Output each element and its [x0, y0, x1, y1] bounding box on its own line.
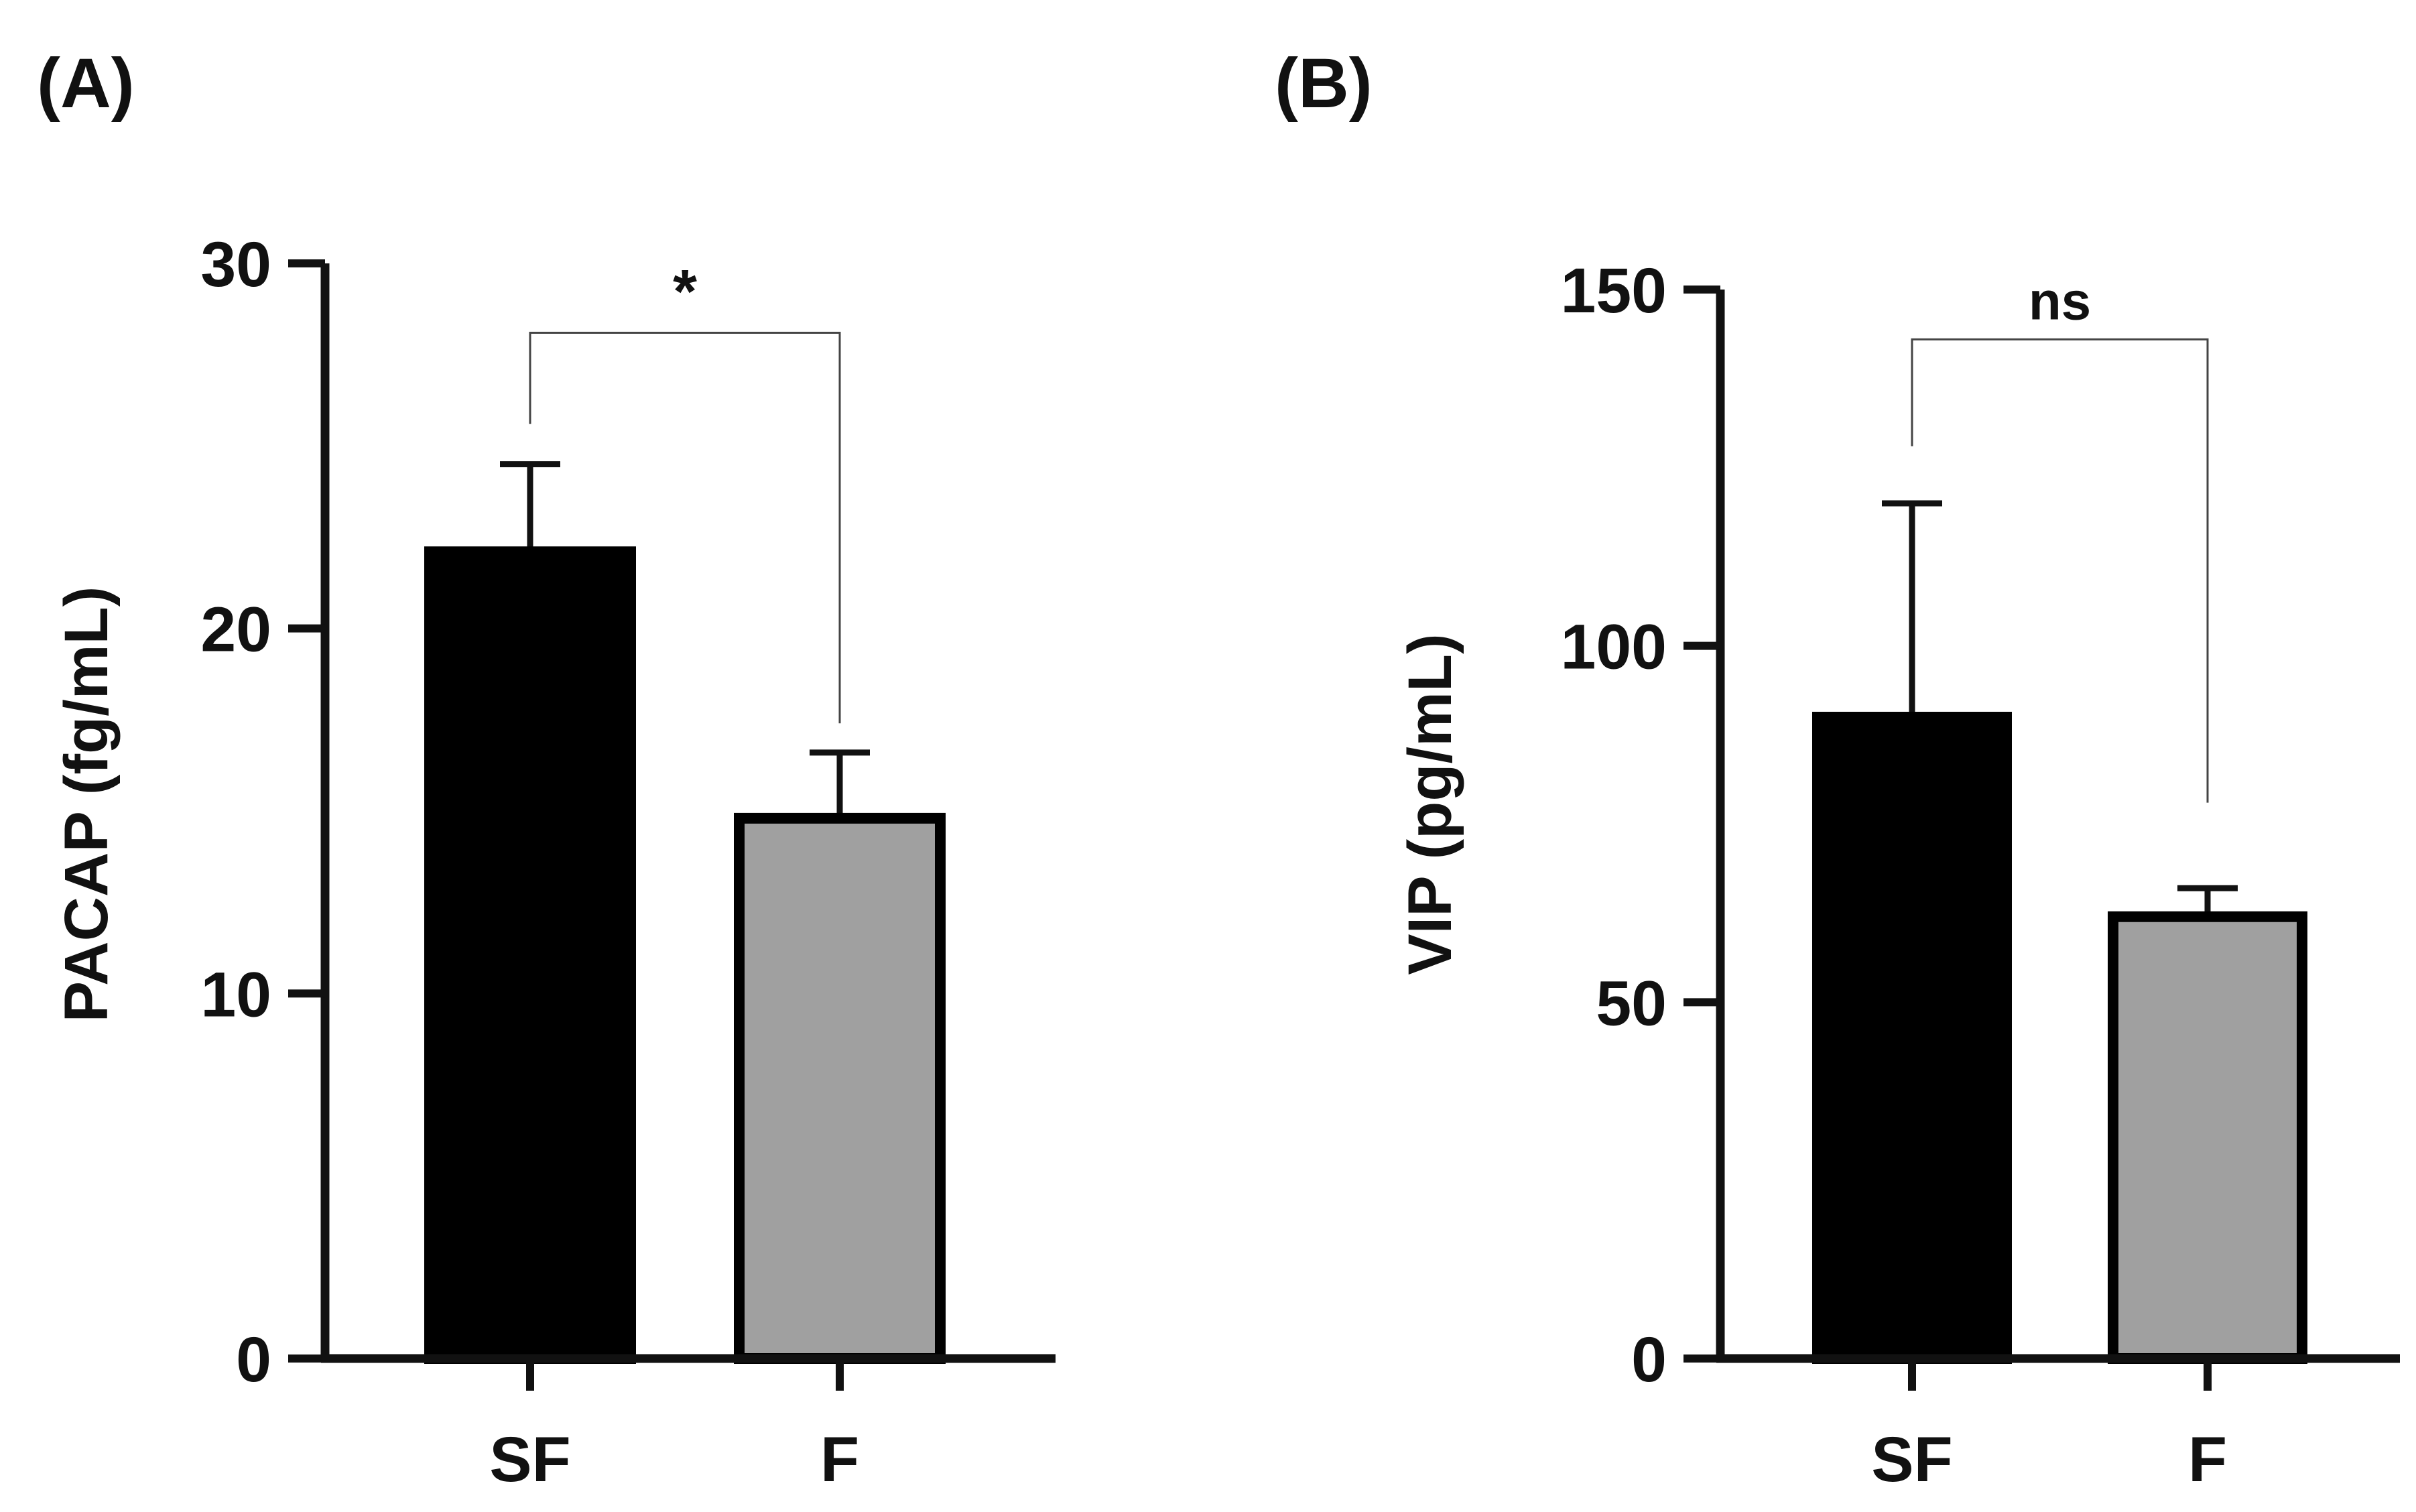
panel-a-significance-bracket [529, 331, 841, 724]
panel-b-ticks: SF F 0 50 100 150 [1560, 255, 2227, 1495]
panel-b-label: (B) [1275, 44, 1373, 123]
panel-a-ticks: SF F 0 10 20 30 [200, 229, 859, 1495]
panel-a-x-tick-label-f: F [820, 1424, 859, 1495]
panel-b-bar-sf [1812, 712, 2012, 1364]
panel-b-y-axis-title: VIP (pg/mL) [1396, 633, 1464, 974]
panel-b-significance-label: ns [2029, 271, 2091, 330]
panel-b-significance-bracket [1911, 338, 2209, 803]
panel-a-bar-sf [424, 546, 636, 1365]
panel-b-y-tick-label-50: 50 [1596, 968, 1667, 1039]
panel-b-x-tick-label-f: F [2188, 1424, 2227, 1495]
panel-a-bar-f [734, 812, 946, 1364]
panel-a-marks: * [424, 257, 946, 1365]
panel-b-bar-f [2108, 911, 2307, 1364]
panel-b-y-tick-label-100: 100 [1560, 612, 1667, 683]
panel-a-significance-label: * [673, 257, 697, 326]
panel-b-x-tick-label-sf: SF [1871, 1424, 1952, 1495]
panel-a-y-tick-label-20: 20 [200, 594, 271, 666]
panel-b-y-tick-label-150: 150 [1560, 255, 1667, 326]
panel-a-y-tick-label-0: 0 [236, 1324, 271, 1395]
panel-a-y-tick-label-10: 10 [200, 959, 271, 1030]
panel-a-y-tick-label-30: 30 [200, 229, 271, 300]
panel-a-x-tick-label-sf: SF [489, 1424, 570, 1495]
panel-b-y-tick-label-0: 0 [1631, 1324, 1667, 1395]
panel-a-label: (A) [37, 44, 135, 123]
panel-b-chart: (B) VIP (pg/mL) ns SF F 0 50 100 150 [1275, 44, 2400, 1495]
panel-a-chart: (A) PACAP (fg/mL) * SF F 0 10 20 30 [37, 44, 1056, 1495]
panel-a-y-axis-title: PACAP (fg/mL) [52, 586, 121, 1023]
panel-b-marks: ns [1812, 271, 2307, 1364]
